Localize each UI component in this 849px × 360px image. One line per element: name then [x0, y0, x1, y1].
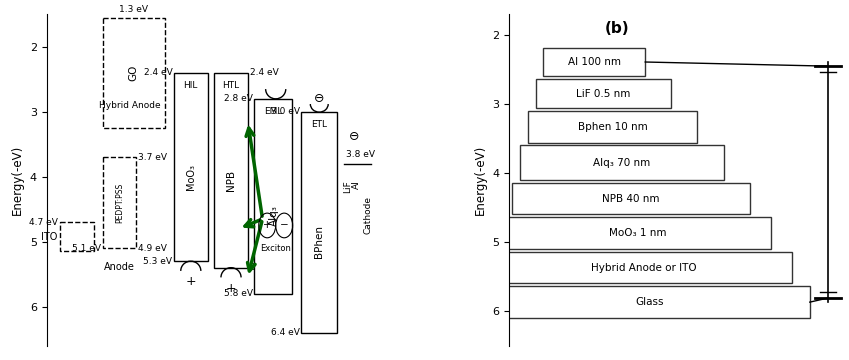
- Text: PEDPT:PSS: PEDPT:PSS: [115, 183, 124, 223]
- Text: 2.4 eV: 2.4 eV: [143, 68, 172, 77]
- Text: +: +: [185, 275, 196, 288]
- Text: 6.4 eV: 6.4 eV: [271, 328, 300, 337]
- Text: 3.0 eV: 3.0 eV: [271, 107, 300, 116]
- Text: MoO₃ 1 nm: MoO₃ 1 nm: [609, 228, 666, 238]
- Text: Glass: Glass: [635, 297, 663, 307]
- Bar: [512, 183, 750, 215]
- Text: Al 100 nm: Al 100 nm: [568, 57, 621, 67]
- Y-axis label: Energy(-eV): Energy(-eV): [474, 145, 487, 215]
- Bar: [255, 99, 292, 294]
- Bar: [528, 111, 698, 143]
- Bar: [60, 222, 93, 251]
- Text: Hybrid Anode or ITO: Hybrid Anode or ITO: [591, 263, 697, 273]
- Y-axis label: Energy(-eV): Energy(-eV): [11, 145, 25, 215]
- Text: 4.9 eV: 4.9 eV: [138, 244, 166, 253]
- Text: 2.8 eV: 2.8 eV: [224, 94, 253, 103]
- Text: BPhen: BPhen: [314, 225, 324, 258]
- Text: 2.4 eV: 2.4 eV: [250, 68, 278, 77]
- Text: Anode: Anode: [104, 262, 135, 273]
- Text: Exciton: Exciton: [261, 244, 291, 253]
- Text: NPB: NPB: [226, 170, 236, 190]
- Text: +: +: [226, 282, 236, 295]
- Text: NPB 40 nm: NPB 40 nm: [602, 194, 660, 204]
- Text: EML: EML: [264, 107, 283, 116]
- Text: 4.7 eV: 4.7 eV: [29, 218, 58, 227]
- Text: ITO: ITO: [42, 232, 58, 242]
- Text: Bphen 10 nm: Bphen 10 nm: [577, 122, 648, 132]
- Text: 3.8 eV: 3.8 eV: [346, 149, 375, 158]
- Text: Hybrid Anode: Hybrid Anode: [99, 101, 160, 110]
- Text: Cathode: Cathode: [364, 196, 373, 234]
- Text: ⊖: ⊖: [348, 130, 359, 143]
- Text: 5.3 eV: 5.3 eV: [143, 257, 172, 266]
- Text: ⊖: ⊖: [314, 92, 324, 105]
- Text: HIL: HIL: [183, 81, 198, 90]
- Text: −: −: [280, 220, 289, 230]
- Text: MoO₃: MoO₃: [186, 164, 196, 190]
- Text: GO: GO: [129, 65, 139, 81]
- Bar: [504, 217, 771, 249]
- Text: 5.4 eV: 5.4 eV: [250, 263, 278, 272]
- Bar: [174, 73, 207, 261]
- Text: 5.8 eV: 5.8 eV: [223, 289, 253, 298]
- Bar: [543, 48, 645, 77]
- Text: +: +: [263, 220, 272, 230]
- Bar: [103, 18, 165, 128]
- Bar: [536, 79, 672, 108]
- Text: Al: Al: [351, 180, 361, 189]
- Bar: [214, 73, 248, 268]
- Bar: [520, 145, 723, 180]
- Bar: [488, 286, 810, 318]
- Text: 5.1 eV: 5.1 eV: [72, 244, 101, 253]
- Text: LiF: LiF: [343, 180, 352, 193]
- Text: ETL: ETL: [312, 120, 327, 129]
- Text: 1.3 eV: 1.3 eV: [120, 5, 149, 14]
- Text: HTL: HTL: [222, 81, 239, 90]
- Bar: [497, 252, 791, 283]
- Bar: [301, 112, 337, 333]
- Text: 3.7 eV: 3.7 eV: [138, 153, 167, 162]
- Bar: [103, 157, 136, 248]
- Text: Alq₃ 70 nm: Alq₃ 70 nm: [593, 158, 650, 168]
- Text: Alq₃: Alq₃: [268, 205, 278, 226]
- Text: LiF 0.5 nm: LiF 0.5 nm: [576, 89, 631, 99]
- Text: (b): (b): [604, 21, 629, 36]
